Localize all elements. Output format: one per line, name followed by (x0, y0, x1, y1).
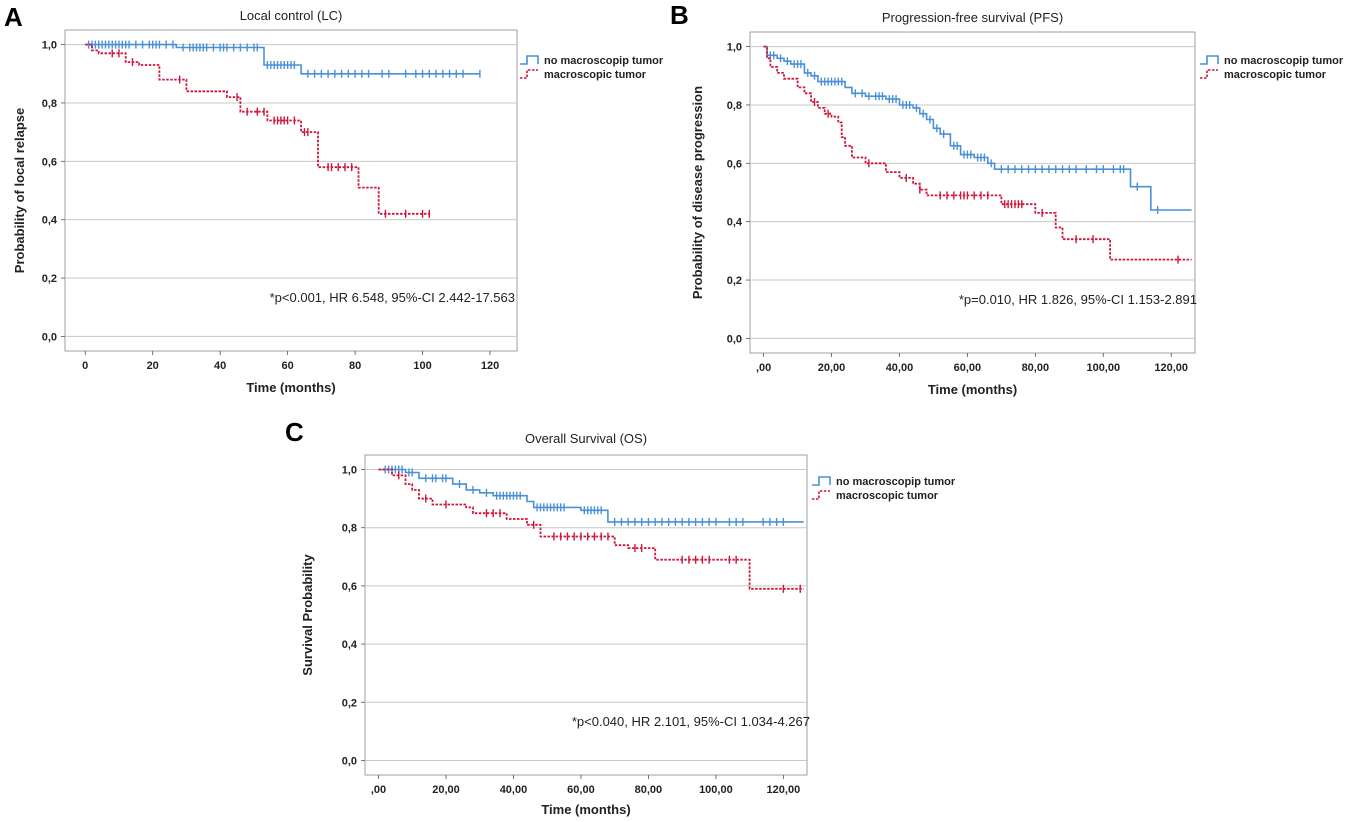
chart-title-c: Overall Survival (OS) (525, 431, 647, 446)
plot-frame-b (749, 31, 1196, 354)
censor-marks-b-macroscopic (813, 98, 1179, 264)
km-curve-c-macroscopic (378, 468, 804, 590)
chart-title-b: Progression-free survival (PFS) (882, 10, 1063, 25)
y-tick-label-c: 0,6 (342, 581, 357, 593)
legend-label-c: no macroscopip tumor (836, 476, 956, 488)
x-tick-label-c: 40,00 (500, 784, 528, 796)
x-tick-label-a: 40 (214, 360, 226, 372)
panel-letter-c: C (285, 417, 304, 447)
y-tick-label-c: 1,0 (342, 465, 357, 477)
legend-symbol-c (812, 476, 831, 486)
x-axis-label-b: Time (months) (928, 382, 1017, 397)
plot-frame-c (364, 454, 808, 776)
censor-marks-a-no-macroscopic (87, 40, 481, 78)
legend-symbol-b (1200, 55, 1219, 65)
x-tick-label-b: 120,00 (1154, 362, 1188, 374)
legend-symbol-b (1200, 69, 1218, 79)
km-curve-b-no-macroscopic (763, 45, 1192, 211)
chart-panel-a: A 0,0 0,2 0,4 0,6 0,8 1,0 0 20 40 60 80 100 120 Local … (0, 0, 664, 410)
legend-symbol-c (812, 490, 830, 500)
annotation-b: *p=0.010, HR 1.826, 95%-CI 1.153-2.891 (959, 292, 1197, 307)
x-axis-label-c: Time (months) (541, 802, 630, 817)
y-tick-label-c: 0,0 (342, 755, 357, 767)
x-tick-label-a: 100 (413, 360, 431, 372)
legend-symbol-a (520, 69, 538, 79)
x-tick-label-b: ,00 (756, 362, 771, 374)
x-tick-label-b: 80,00 (1022, 362, 1050, 374)
panel-letter-b: B (670, 0, 689, 30)
x-tick-label-b: 20,00 (818, 362, 846, 374)
x-tick-label-c: 80,00 (635, 784, 663, 796)
chart-c-svg: C 0,0 0,2 0,4 0,6 0,8 1,0 ,00 20,00 40,00 60,00 80,… (285, 417, 956, 817)
y-axis-label-a: Probability of local relapse (12, 108, 27, 273)
y-tick-label-a: 0,0 (42, 331, 57, 343)
censor-marks-c-macroscopic (398, 471, 801, 593)
y-tick-label-a: 1,0 (42, 40, 57, 52)
legend-symbol-a (520, 55, 539, 65)
x-tick-label-b: 40,00 (886, 362, 914, 374)
y-tick-label-b: 0,6 (727, 158, 742, 170)
legend-label-b: no macroscopip tumor (1224, 55, 1344, 67)
plot-frame-a (64, 29, 518, 352)
chart-panel-c: C 0,0 0,2 0,4 0,6 0,8 1,0 ,00 20,00 40,00 60,00 80,… (280, 415, 1000, 822)
y-tick-label-a: 0,8 (42, 98, 57, 110)
y-tick-label-b: 0,2 (727, 275, 742, 287)
chart-b-svg: B 0,0 0,2 0,4 0,6 0,8 1,0 ,00 20,00 40,00 60,00 80,… (670, 0, 1344, 397)
x-tick-label-b: 100,00 (1086, 362, 1120, 374)
x-tick-label-a: 20 (147, 360, 159, 372)
y-tick-label-c: 0,4 (342, 639, 358, 651)
y-tick-label-b: 0,4 (727, 217, 743, 229)
censor-marks-c-no-macroscopic (384, 465, 785, 526)
annotation-a: *p<0.001, HR 6.548, 95%-CI 2.442-17.563 (270, 290, 515, 305)
x-tick-label-c: 20,00 (432, 784, 460, 796)
km-curve-a-no-macroscopic (85, 43, 480, 75)
x-tick-label-a: 80 (349, 360, 361, 372)
x-axis-label-a: Time (months) (246, 380, 335, 395)
y-tick-label-a: 0,2 (42, 273, 57, 285)
chart-title-a: Local control (LC) (240, 8, 343, 23)
annotation-c: *p<0.040, HR 2.101, 95%-CI 1.034-4.267 (572, 714, 810, 729)
x-tick-label-a: 60 (282, 360, 294, 372)
censor-marks-a-macroscopic (111, 49, 430, 218)
y-tick-label-b: 0,0 (727, 333, 742, 345)
x-tick-label-a: 120 (481, 360, 499, 372)
legend-label-a: macroscopic tumor (544, 69, 647, 81)
y-tick-label-a: 0,6 (42, 156, 57, 168)
x-tick-label-a: 0 (82, 360, 88, 372)
chart-a-svg: A 0,0 0,2 0,4 0,6 0,8 1,0 0 20 40 60 80 100 120 Local … (4, 2, 664, 395)
y-tick-label-b: 1,0 (727, 42, 742, 54)
x-tick-label-b: 60,00 (954, 362, 982, 374)
legend-label-b: macroscopic tumor (1224, 69, 1327, 81)
y-tick-label-c: 0,2 (342, 697, 357, 709)
x-tick-label-c: 60,00 (567, 784, 595, 796)
y-axis-label-c: Survival Probability (300, 554, 315, 676)
y-tick-label-b: 0,8 (727, 100, 742, 112)
km-curve-a-macroscopic (85, 43, 430, 215)
legend-label-a: no macroscopip tumor (544, 55, 664, 67)
x-tick-label-c: ,00 (371, 784, 386, 796)
y-tick-label-c: 0,8 (342, 523, 357, 535)
chart-panel-b: B 0,0 0,2 0,4 0,6 0,8 1,0 ,00 20,00 40,00 60,00 80,… (670, 0, 1360, 410)
y-axis-label-b: Probability of disease progression (690, 86, 705, 299)
x-tick-label-c: 120,00 (767, 784, 801, 796)
y-tick-label-a: 0,4 (42, 215, 58, 227)
panel-letter-a: A (4, 2, 23, 32)
censor-marks-b-no-macroscopic (769, 51, 1159, 215)
x-tick-label-c: 100,00 (699, 784, 733, 796)
legend-label-c: macroscopic tumor (836, 490, 939, 502)
